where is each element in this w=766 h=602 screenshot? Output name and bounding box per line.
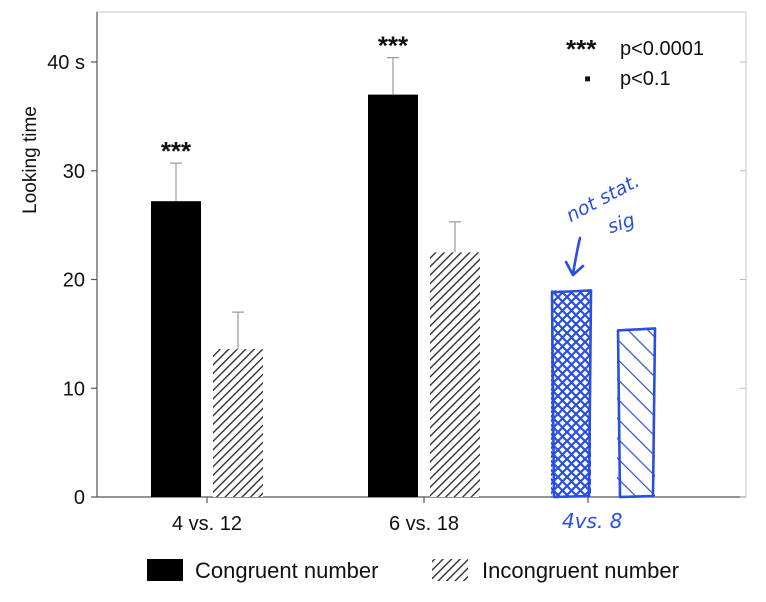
legend: Congruent number Incongruent number: [147, 558, 679, 583]
bar-incongruent-1: [213, 349, 263, 497]
bar-incongruent-2: [430, 252, 480, 497]
bar-congruent-1: [151, 201, 201, 497]
legend-label-congruent: Congruent number: [195, 558, 378, 583]
handwritten-annotation: not stat. sig 4vs. 8: [550, 170, 657, 533]
legend-label-incongruent: Incongruent number: [482, 558, 679, 583]
significance-key: *** p<0.0001 ▪ p<0.1: [566, 34, 704, 90]
handwritten-arrow-icon: [564, 236, 585, 277]
x-axis-ticks: 4 vs. 12 6 vs. 18: [172, 497, 589, 535]
handwritten-bars: [550, 289, 657, 499]
handwritten-bar-fill-2: [617, 328, 655, 497]
y-tick-label: 40 s: [47, 52, 85, 74]
sig-key-label-2: p<0.1: [620, 68, 671, 90]
sig-key-label-1: p<0.0001: [620, 38, 704, 60]
handwritten-bar-outline-2: [616, 327, 657, 499]
y-axis-ticks: 0 10 20 30 40 s: [47, 52, 746, 509]
significance-mark: ***: [378, 31, 409, 61]
error-bars: [170, 57, 461, 350]
significance-marks: *** ***: [161, 31, 409, 166]
y-tick-label: 30: [63, 161, 85, 183]
y-axis-title: Looking time: [20, 106, 41, 214]
y-tick-label: 10: [63, 378, 85, 400]
x-tick-label: 6 vs. 18: [389, 513, 459, 535]
handwritten-note-line-2: sig: [605, 209, 638, 238]
handwritten-bar-fill-1: [551, 290, 591, 497]
legend-swatch-congruent: [147, 559, 183, 581]
bars: [151, 94, 480, 497]
sig-key-symbol-2: ▪: [584, 68, 591, 90]
handwritten-category-label: 4vs. 8: [562, 509, 622, 533]
significance-mark: ***: [161, 136, 192, 166]
legend-swatch-incongruent: [432, 559, 468, 581]
y-tick-label: 0: [74, 487, 85, 509]
sig-key-symbol-1: ***: [566, 34, 597, 64]
y-tick-label: 20: [63, 270, 85, 292]
handwritten-bar-outline-1: [550, 289, 593, 499]
x-tick-label: 4 vs. 12: [172, 513, 242, 535]
bar-congruent-2: [368, 94, 418, 497]
